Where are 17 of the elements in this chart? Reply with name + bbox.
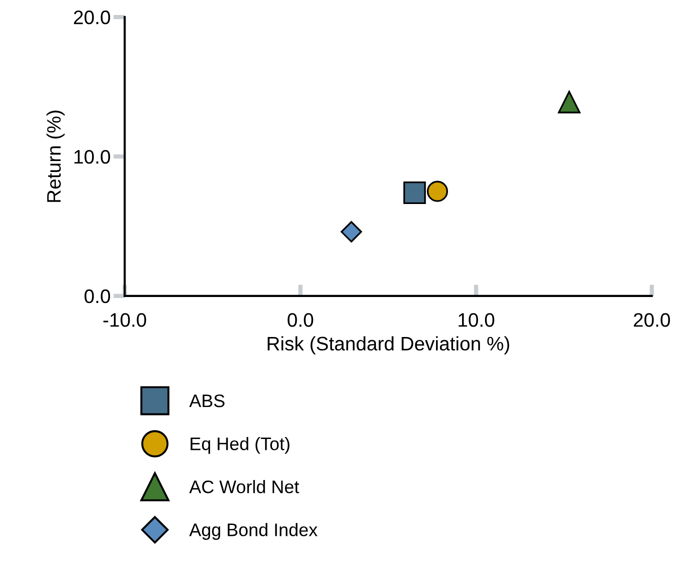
legend-label: Agg Bond Index — [189, 523, 318, 540]
y-tick-label: 0.0 — [84, 289, 110, 304]
legend-label: Eq Hed (Tot) — [190, 436, 290, 454]
point — [558, 90, 580, 114]
point — [403, 181, 426, 204]
x-tick-label: 20.0 — [634, 313, 670, 327]
x-tick-label: -10.0 — [103, 313, 146, 327]
legend-label: ABS — [189, 394, 224, 408]
y-tick-label: 20.0 — [74, 10, 110, 24]
point — [340, 221, 362, 242]
x-tick-label: 0.0 — [288, 313, 314, 327]
y-tick-label: 10.0 — [74, 150, 110, 164]
x-tick-label: 10.0 — [458, 313, 494, 327]
point — [426, 180, 448, 202]
y-axis-title: Return (%) — [46, 110, 65, 202]
x-axis-title: Risk (Standard Deviation %) — [268, 336, 510, 354]
legend-label: AC World Net — [189, 480, 300, 494]
